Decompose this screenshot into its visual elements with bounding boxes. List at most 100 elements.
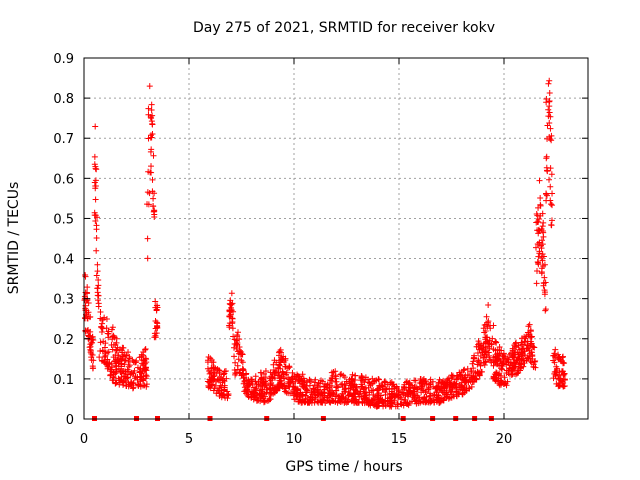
data-point — [235, 329, 241, 336]
data-point — [115, 360, 122, 367]
data-point — [332, 399, 339, 406]
data-point — [144, 201, 151, 208]
data-point — [525, 323, 532, 330]
data-point — [315, 391, 322, 398]
y-tick-label: 0.8 — [53, 92, 74, 107]
data-point — [91, 161, 98, 168]
data-point — [93, 166, 100, 173]
data-point — [391, 385, 398, 392]
data-point — [556, 375, 563, 382]
data-point — [383, 386, 390, 393]
data-point — [517, 360, 524, 367]
data-point — [557, 356, 564, 363]
data-point — [339, 380, 346, 387]
data-point — [259, 386, 266, 393]
data-point — [525, 354, 532, 361]
data-point — [303, 383, 310, 390]
data-point — [210, 359, 217, 366]
data-point — [536, 239, 543, 246]
data-point — [439, 389, 446, 396]
plot-frame — [83, 57, 589, 420]
data-point — [400, 402, 407, 409]
data-point — [406, 388, 413, 395]
data-point — [490, 346, 497, 353]
data-point — [288, 376, 295, 383]
data-point — [545, 106, 552, 113]
data-point — [98, 329, 105, 336]
data-point — [426, 381, 433, 388]
data-point — [448, 394, 455, 401]
data-point — [486, 356, 493, 363]
data-point — [547, 125, 554, 132]
data-point — [85, 299, 92, 306]
data-point — [541, 291, 548, 298]
data-point — [126, 355, 133, 362]
data-point — [441, 394, 448, 401]
data-point — [94, 261, 101, 268]
data-point — [368, 387, 375, 394]
data-point — [245, 381, 252, 388]
data-point — [257, 378, 264, 385]
data-point — [457, 372, 464, 379]
data-point — [464, 371, 471, 378]
data-point — [128, 369, 135, 376]
data-point — [151, 213, 158, 220]
data-point — [474, 361, 481, 368]
data-point — [219, 379, 226, 386]
data-point — [226, 320, 233, 327]
data-point — [89, 352, 96, 359]
data-point — [112, 352, 119, 359]
data-point — [233, 345, 240, 352]
data-point — [453, 393, 460, 400]
data-point — [91, 153, 98, 160]
data-point — [430, 396, 437, 403]
data-point — [398, 396, 405, 403]
data-point — [542, 307, 549, 314]
data-point — [259, 380, 266, 387]
x-tick-label: 15 — [391, 432, 408, 447]
x-axis-label: GPS time / hours — [285, 459, 402, 475]
data-point — [373, 393, 380, 400]
data-point — [347, 385, 354, 392]
data-point — [270, 361, 277, 368]
data-point — [262, 381, 269, 388]
data-point — [470, 365, 477, 372]
data-point — [257, 398, 264, 405]
data-point — [93, 272, 100, 279]
data-point — [475, 357, 482, 364]
data-point — [150, 208, 157, 215]
data-point — [561, 376, 568, 383]
data-point — [252, 386, 259, 393]
data-point — [539, 257, 546, 264]
data-point — [346, 380, 353, 387]
data-point — [543, 192, 550, 199]
data-point — [488, 340, 495, 347]
data-point — [344, 396, 351, 403]
data-point — [255, 381, 262, 388]
data-point — [538, 245, 545, 252]
data-point — [473, 375, 480, 382]
data-point — [292, 378, 299, 385]
data-point — [227, 297, 234, 304]
data-point — [84, 327, 91, 334]
data-point — [350, 397, 357, 404]
data-point — [530, 364, 537, 371]
data-point — [239, 365, 246, 372]
data-point — [238, 351, 245, 358]
data-point — [231, 366, 238, 373]
data-point — [321, 383, 328, 390]
data-point — [131, 375, 138, 382]
data-point — [152, 325, 159, 332]
data-point — [99, 325, 106, 332]
data-point — [413, 392, 420, 399]
data-point — [146, 83, 153, 90]
data-point — [529, 352, 536, 359]
data-point — [511, 359, 518, 366]
data-point — [436, 399, 443, 406]
data-point — [105, 334, 112, 341]
data-point — [450, 391, 457, 398]
data-point — [382, 389, 389, 396]
data-point — [215, 367, 222, 374]
data-point — [485, 318, 492, 325]
data-point — [547, 197, 554, 204]
